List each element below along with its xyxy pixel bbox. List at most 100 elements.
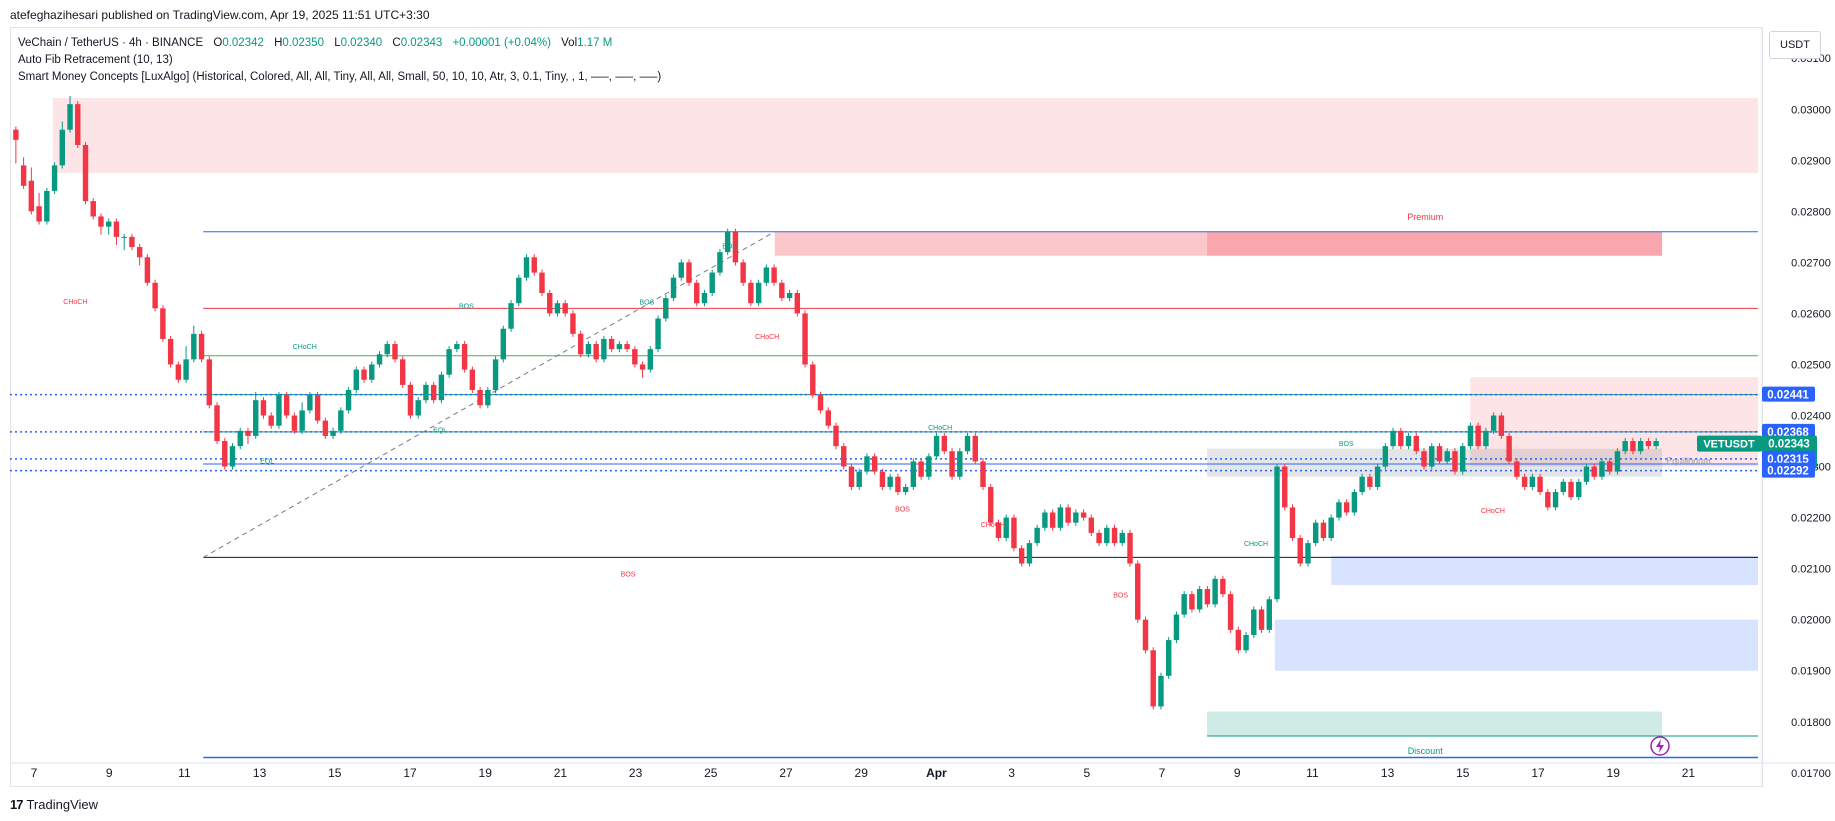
open-label: O — [213, 37, 223, 49]
candle — [361, 366, 367, 383]
candle — [1483, 427, 1489, 450]
candle — [1173, 611, 1180, 644]
zone-label: Equilibrium — [1666, 456, 1711, 466]
currency-selector[interactable]: USDT — [1769, 31, 1821, 59]
symbol-title[interactable]: VeChain / TetherUS · 4h · BINANCE — [18, 37, 204, 49]
candle-body — [949, 451, 955, 477]
candle-body — [1173, 614, 1180, 641]
candle-body — [717, 252, 723, 273]
candle — [276, 392, 282, 429]
candle-body — [1266, 599, 1272, 630]
candle-body — [1459, 446, 1466, 472]
time-tick-label: 19 — [1607, 766, 1621, 780]
candle — [1599, 458, 1605, 480]
lightning-icon[interactable] — [1650, 736, 1670, 756]
structure-label: EQL — [260, 458, 274, 465]
candle-body — [1637, 441, 1644, 452]
candle — [1003, 514, 1009, 542]
candle-body — [384, 344, 390, 355]
structure-labels: CHoCH CHoCH BOS BOS BOS CHoCH EQL EQL CHoCH BOS CH… — [63, 212, 1710, 756]
candle-body — [1429, 446, 1435, 467]
candle-body — [516, 277, 522, 304]
candle-body — [1343, 502, 1350, 513]
candle-body — [1158, 675, 1164, 707]
structure-label: CHoCH — [293, 344, 317, 351]
candle-body — [1127, 532, 1133, 564]
candle-body — [933, 435, 940, 457]
candle — [1065, 504, 1071, 526]
candle — [1591, 463, 1597, 480]
ohlc-row: VeChain / TetherUS · 4h · BINANCE O0.023… — [18, 35, 661, 52]
tradingview-brand[interactable]: 17 TradingView — [10, 797, 98, 812]
time-tick-label: 19 — [479, 766, 493, 780]
candle — [1382, 443, 1389, 470]
candle-body — [1583, 466, 1590, 482]
indicator-smc[interactable]: Smart Money Concepts [LuxAlgo] (Historic… — [18, 71, 662, 83]
zone-0 — [52, 98, 1758, 174]
candle — [724, 228, 731, 256]
price-badge-bg — [1762, 423, 1815, 439]
candle-body — [601, 338, 607, 360]
candle — [492, 356, 499, 394]
candle — [825, 407, 831, 429]
candle-body — [253, 400, 259, 436]
price-badge-bg — [1762, 462, 1815, 478]
candle — [1452, 448, 1458, 475]
candle-body — [639, 364, 646, 370]
price-tick-label: 0.02200 — [1791, 513, 1831, 525]
candle-body — [817, 395, 824, 411]
candle-body — [392, 344, 398, 360]
candle-body — [1405, 435, 1412, 447]
candle-body — [1359, 476, 1365, 493]
structure-label: BOS — [1113, 593, 1128, 600]
candle — [554, 300, 561, 317]
candle-body — [1096, 532, 1102, 544]
candle — [129, 233, 135, 251]
candle-body — [724, 231, 731, 253]
candle — [82, 141, 89, 205]
candle-body — [763, 267, 770, 283]
candle-body — [268, 415, 274, 426]
candle — [376, 351, 383, 368]
candle-body — [1645, 441, 1652, 447]
indicator-fib[interactable]: Auto Fib Retracement (10, 13) — [18, 54, 173, 66]
candle-body — [1034, 527, 1040, 544]
time-axis: 7 9 11 13 15 17 19 21 23 25 27 29 Apr 3 5 7 9 11 13 15 17 19 2… — [10, 762, 1835, 780]
candle-body — [245, 430, 251, 436]
candle — [995, 519, 1002, 542]
candle-body — [369, 364, 375, 380]
candle — [1251, 606, 1257, 639]
candle-body — [1235, 629, 1242, 651]
candle — [647, 346, 654, 373]
candle-body — [585, 344, 592, 355]
price-tick-label: 0.02400 — [1791, 411, 1831, 423]
zone-label: Premium — [1407, 212, 1443, 222]
candle — [51, 162, 58, 194]
candle — [1614, 448, 1621, 475]
candle — [1467, 422, 1474, 450]
candle — [810, 361, 816, 399]
candle-body — [957, 451, 963, 477]
candle — [547, 289, 553, 317]
candle-body — [1506, 435, 1512, 462]
candle — [198, 330, 205, 363]
time-tick-label: 7 — [31, 766, 38, 780]
candle — [732, 228, 739, 266]
price-axis: 0.03100 0.03000 0.02900 0.02800 0.02700 0.026… — [1761, 27, 1831, 786]
time-tick-label: 9 — [1234, 766, 1241, 780]
candle-body — [1227, 594, 1234, 630]
change-value: +0.00001 (+0.04%) — [452, 37, 551, 49]
candle — [1475, 422, 1481, 450]
candle — [67, 95, 73, 133]
candle — [461, 340, 468, 373]
structure-label: CHoCH — [63, 299, 87, 306]
candle — [291, 412, 298, 434]
candle-body — [1599, 461, 1605, 477]
candle — [624, 340, 630, 353]
candle-body — [1591, 466, 1597, 477]
candle-body — [430, 384, 437, 401]
candle-body — [1351, 492, 1358, 513]
candle-body — [1622, 441, 1628, 452]
candle — [593, 340, 599, 363]
